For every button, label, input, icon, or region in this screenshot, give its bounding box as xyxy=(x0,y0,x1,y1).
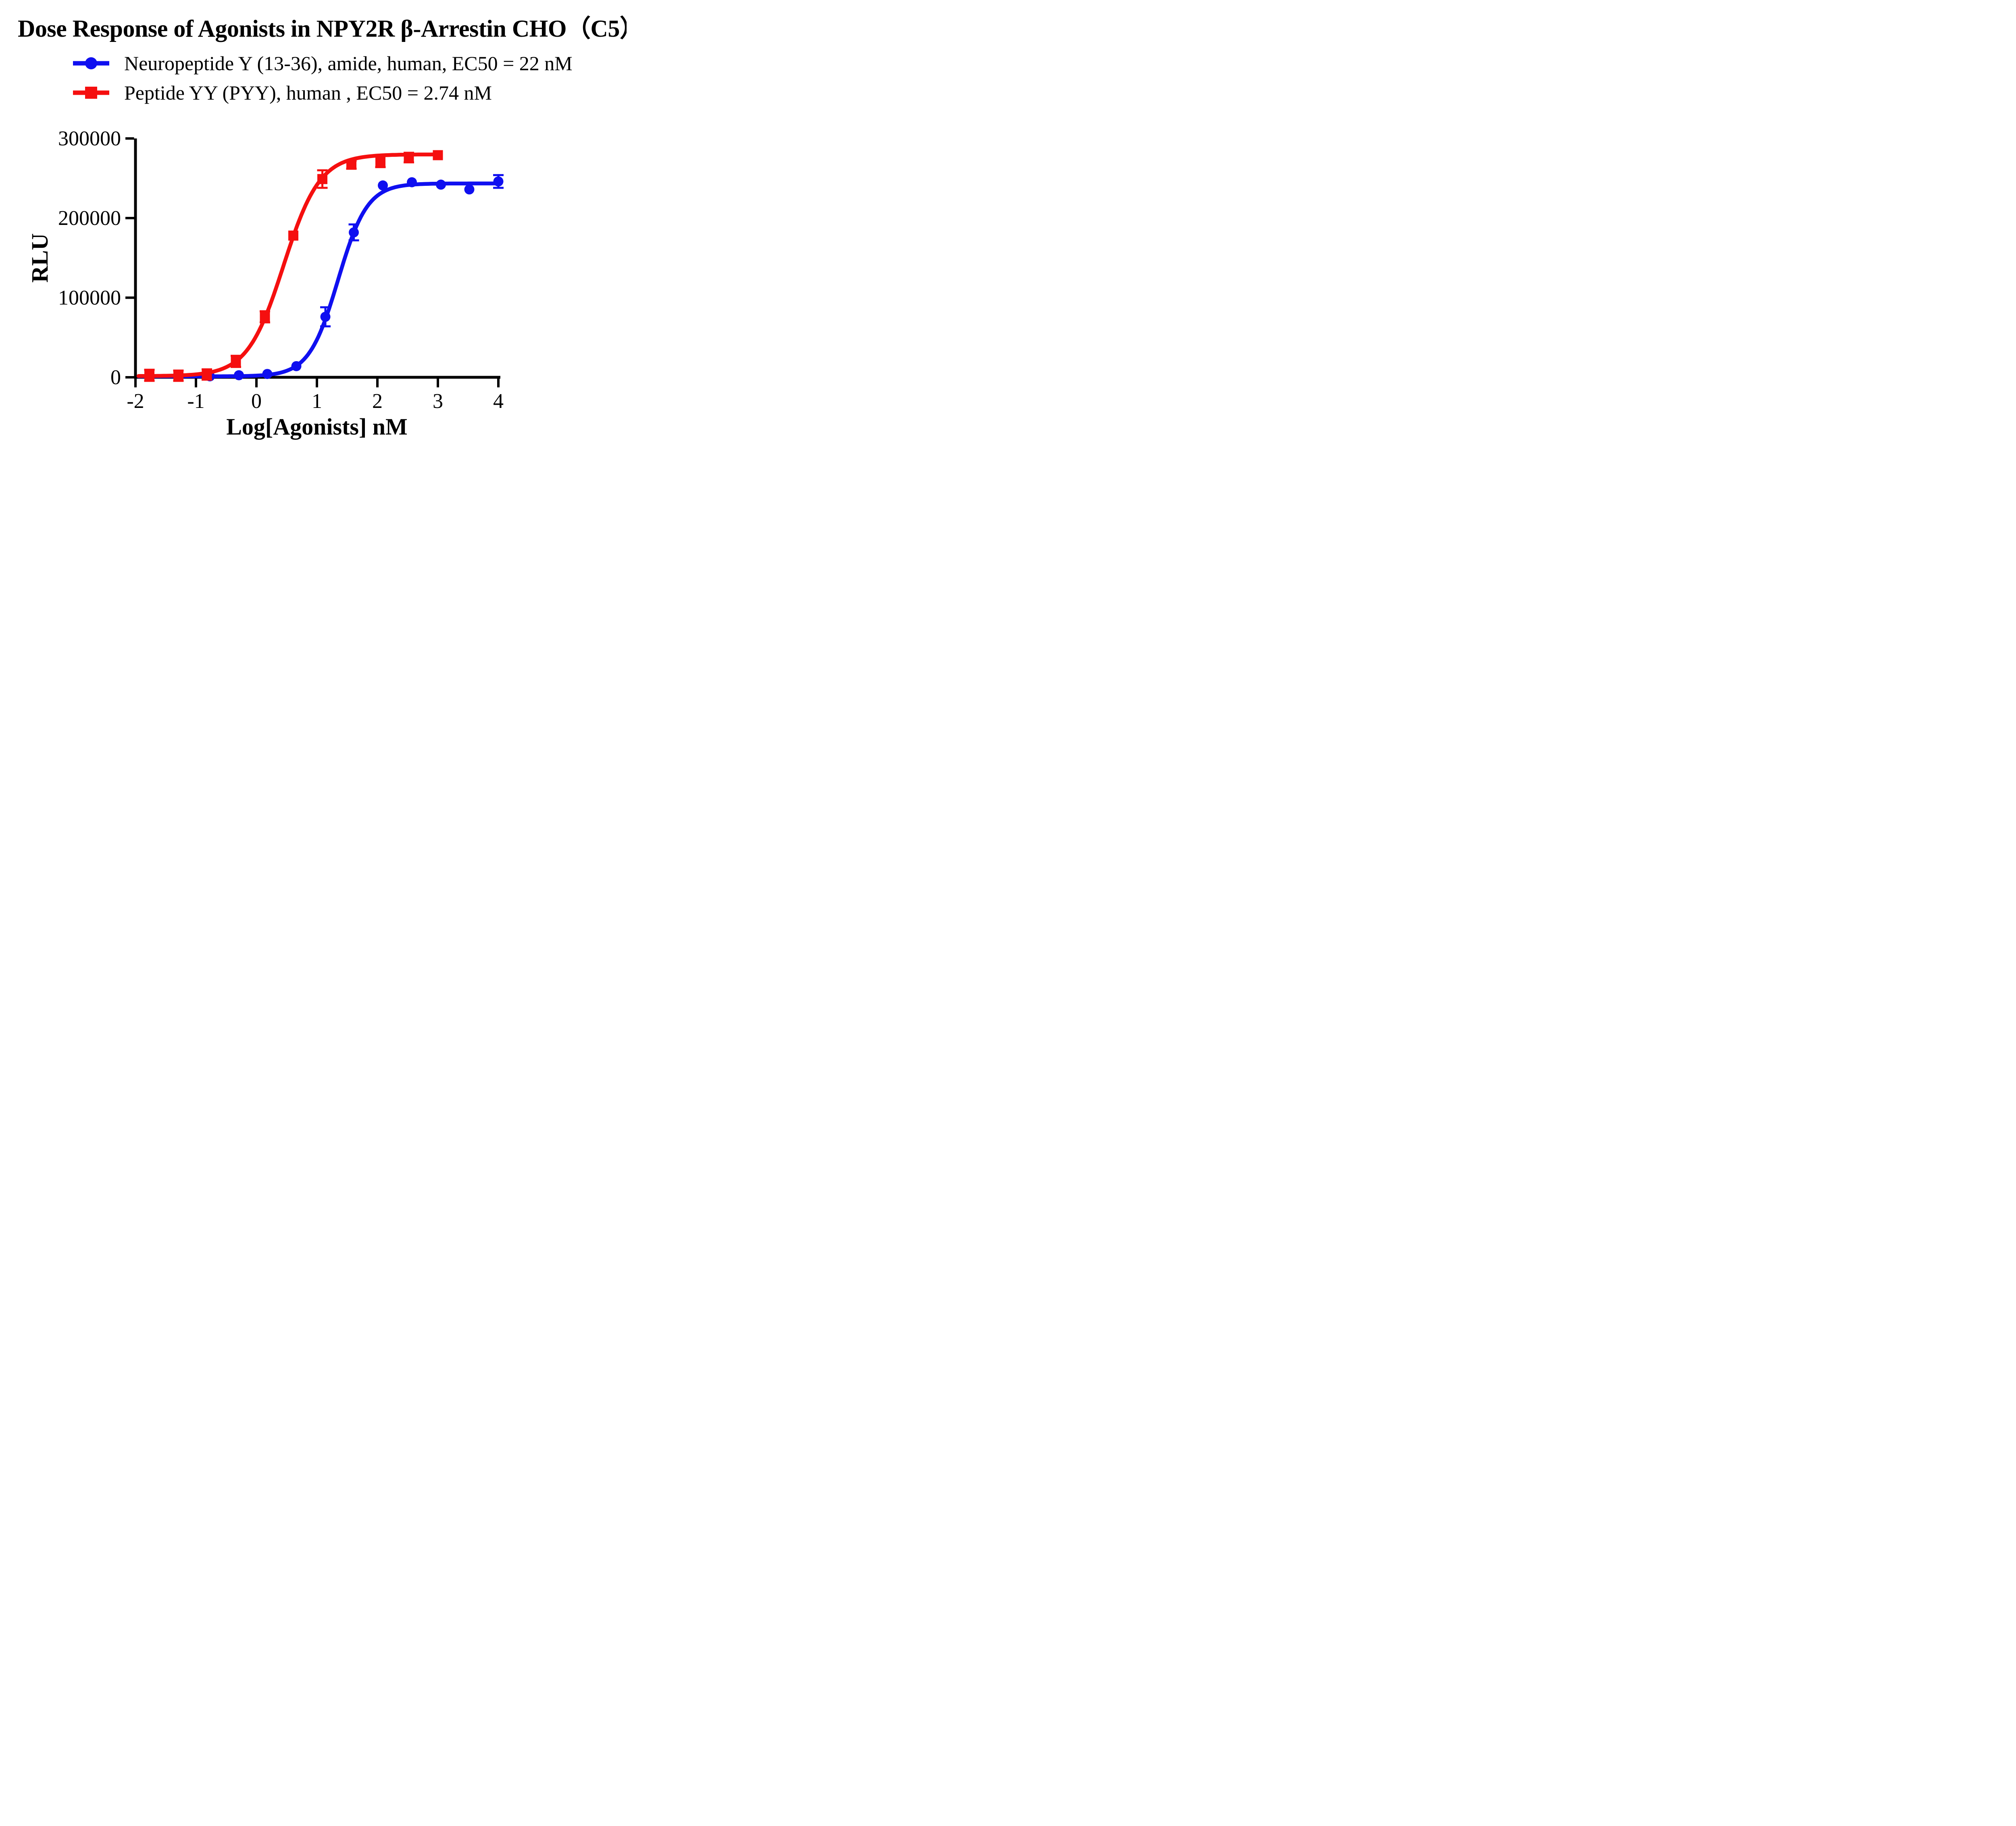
data-point-square xyxy=(288,230,298,241)
data-point-circle xyxy=(493,176,504,187)
x-tick-label: 2 xyxy=(372,390,383,413)
x-tick-label: 0 xyxy=(251,390,262,413)
dose-response-chart: -2 -1 0 1 2 3 4 0 100000 200000 300000 Log[Agonist… xyxy=(27,127,504,440)
data-point-circle xyxy=(320,312,331,322)
data-point-circle xyxy=(234,370,244,381)
y-tick-label: 100000 xyxy=(58,287,121,310)
x-tick-label: 1 xyxy=(312,390,322,413)
fit-curve xyxy=(136,152,441,378)
data-point-circle xyxy=(378,180,388,191)
x-tick-label: 3 xyxy=(433,390,443,413)
series-neuropeptide-y xyxy=(136,174,504,382)
data-point-square xyxy=(260,312,270,322)
data-point-circle xyxy=(407,177,417,187)
legend-label-neuropeptide-y: Neuropeptide Y (13-36), amide, human, EC… xyxy=(124,52,573,75)
data-point-square xyxy=(375,156,385,167)
data-point-square xyxy=(346,160,356,170)
chart-title: Dose Response of Agonists in NPY2R β-Arr… xyxy=(18,15,627,42)
x-axis-title: Log[Agonists] nM xyxy=(226,414,408,440)
y-axis-title: RLU xyxy=(27,233,53,283)
data-point-square xyxy=(231,356,241,366)
fit-curve xyxy=(136,181,500,379)
legend-marker-square-icon xyxy=(73,87,109,99)
y-tick-label: 300000 xyxy=(58,127,121,150)
legend-label-peptide-yy: Peptide YY (PYY), human , EC50 = 2.74 nM xyxy=(124,81,492,104)
data-point-square xyxy=(404,152,414,163)
y-tick-label: 0 xyxy=(110,366,121,389)
plot-area: -2 -1 0 1 2 3 4 0 100000 200000 300000 xyxy=(58,127,504,413)
data-point-square xyxy=(173,370,183,381)
data-point-square xyxy=(433,150,443,160)
x-tick-label: -1 xyxy=(187,390,204,413)
data-point-circle xyxy=(464,184,475,195)
data-point-square xyxy=(202,369,212,380)
legend-item-peptide-yy: Peptide YY (PYY), human , EC50 = 2.74 nM xyxy=(72,81,573,104)
x-tick-label: -2 xyxy=(127,390,144,413)
data-point-square xyxy=(144,370,154,381)
x-tick-label: 4 xyxy=(493,390,504,413)
legend-marker-circle-icon xyxy=(73,57,109,69)
legend-item-neuropeptide-y: Neuropeptide Y (13-36), amide, human, EC… xyxy=(72,52,573,75)
figure: Dose Response of Agonists in NPY2R β-Arr… xyxy=(0,0,627,457)
legend: Neuropeptide Y (13-36), amide, human, EC… xyxy=(72,52,573,104)
data-point-circle xyxy=(262,369,273,379)
data-point-square xyxy=(317,174,327,184)
y-tick-label: 200000 xyxy=(58,207,121,230)
data-point-circle xyxy=(436,179,446,190)
series-peptide-yy xyxy=(136,150,443,382)
data-point-circle xyxy=(349,227,359,238)
data-point-circle xyxy=(291,361,302,371)
